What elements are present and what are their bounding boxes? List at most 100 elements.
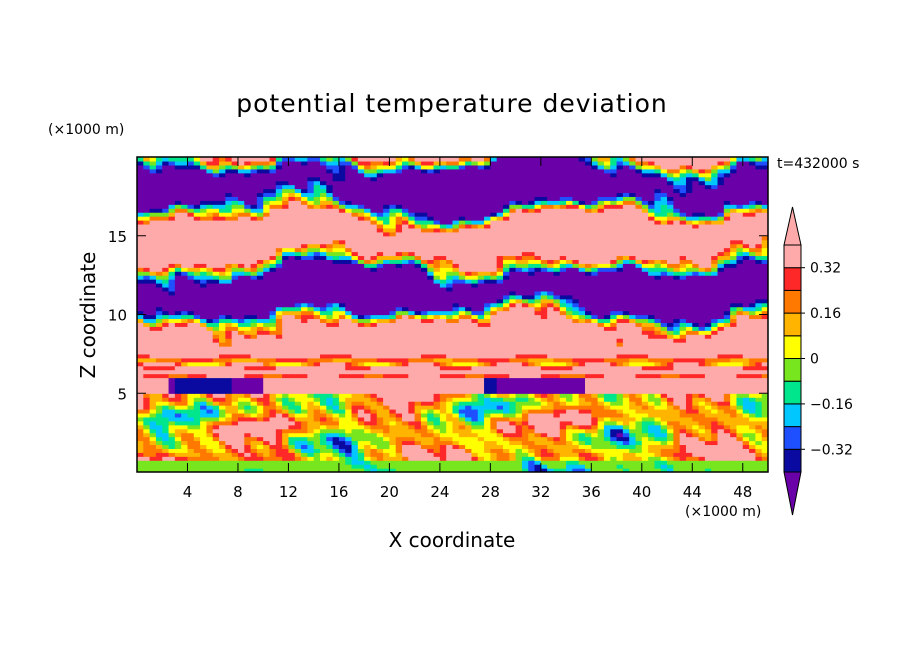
field-cell: [357, 290, 365, 296]
field-cell: [711, 334, 719, 339]
field-cell: [730, 322, 738, 327]
field-cell: [559, 302, 567, 308]
field-cell: [761, 424, 768, 430]
field-cell: [540, 302, 548, 308]
field-cell: [149, 338, 157, 343]
field-cell: [629, 306, 637, 312]
field-cell: [559, 428, 567, 434]
field-cell: [263, 424, 271, 430]
field-cell: [294, 440, 302, 446]
field-cell: [730, 353, 738, 359]
field-cell: [692, 365, 700, 371]
field-cell: [667, 346, 674, 351]
field-cell: [723, 342, 731, 347]
field-cell: [572, 416, 580, 422]
field-cell: [578, 314, 586, 320]
field-cell: [439, 381, 447, 386]
field-cell: [319, 377, 327, 383]
field-cell: [137, 389, 144, 394]
field-cell: [143, 298, 151, 304]
field-cell: [294, 432, 302, 438]
field-cell: [345, 428, 353, 434]
field-cell: [345, 294, 353, 300]
field-cell: [237, 397, 245, 402]
field-cell: [667, 401, 674, 406]
field-cell: [364, 302, 372, 308]
field-cell: [484, 294, 491, 300]
field-cell: [155, 334, 163, 339]
field-cell: [237, 444, 245, 449]
field-cell: [168, 294, 176, 300]
field-cell: [484, 377, 491, 383]
field-cell: [433, 448, 441, 453]
field-cell: [566, 294, 573, 300]
field-cell: [610, 369, 618, 375]
field-cell: [761, 369, 768, 375]
field-cell: [181, 401, 189, 406]
field-cell: [168, 389, 176, 394]
field-cell: [553, 452, 561, 457]
field-cell: [275, 298, 283, 304]
field-cell: [622, 460, 630, 465]
field-cell: [364, 373, 372, 379]
field-cell: [263, 401, 271, 406]
field-cell: [648, 346, 656, 351]
field-cell: [319, 405, 327, 410]
field-cell: [496, 464, 504, 469]
field-cell: [364, 365, 372, 371]
field-cell: [162, 385, 170, 390]
field-cell: [679, 409, 687, 414]
field-cell: [446, 464, 454, 469]
field-cell: [357, 444, 365, 449]
field-cell: [402, 283, 409, 288]
field-cell: [698, 456, 706, 461]
field-cell: [357, 353, 365, 359]
field-cell: [490, 294, 498, 300]
field-cell: [585, 353, 592, 359]
field-cell: [540, 283, 548, 288]
field-cell: [427, 381, 435, 386]
field-cell: [200, 306, 208, 312]
field-cell: [566, 302, 573, 308]
field-cell: [326, 353, 334, 359]
field-cell: [635, 468, 643, 472]
field-cell: [219, 330, 226, 335]
field-cell: [572, 275, 580, 280]
field-cell: [345, 318, 353, 323]
field-cell: [471, 389, 479, 394]
field-cell: [149, 460, 157, 465]
field-cell: [572, 452, 580, 457]
field-cell: [742, 306, 750, 312]
field-cell: [319, 436, 327, 442]
field-cell: [294, 401, 302, 406]
field-cell: [717, 428, 725, 434]
field-cell: [591, 322, 599, 327]
field-cell: [256, 353, 264, 359]
field-cell: [332, 365, 340, 371]
field-cell: [168, 326, 176, 331]
field-cell: [730, 302, 738, 308]
field-cell: [244, 420, 252, 426]
field-cell: [420, 412, 428, 418]
field-cell: [458, 452, 466, 457]
field-cell: [307, 286, 315, 292]
field-cell: [578, 338, 586, 343]
field-cell: [319, 365, 327, 371]
field-cell: [237, 468, 245, 472]
field-cell: [521, 302, 529, 308]
field-cell: [307, 432, 315, 438]
field-cell: [307, 401, 315, 406]
field-cell: [528, 412, 536, 418]
field-cell: [269, 338, 277, 343]
field-cell: [559, 314, 567, 320]
field-cell: [540, 456, 548, 461]
field-cell: [566, 401, 573, 406]
field-cell: [736, 346, 744, 351]
field-cell: [711, 318, 719, 323]
field-cell: [471, 326, 479, 331]
field-cell: [648, 330, 656, 335]
field-cell: [439, 294, 447, 300]
field-cell: [288, 409, 296, 414]
field-cell: [402, 357, 409, 363]
field-cell: [187, 334, 195, 339]
